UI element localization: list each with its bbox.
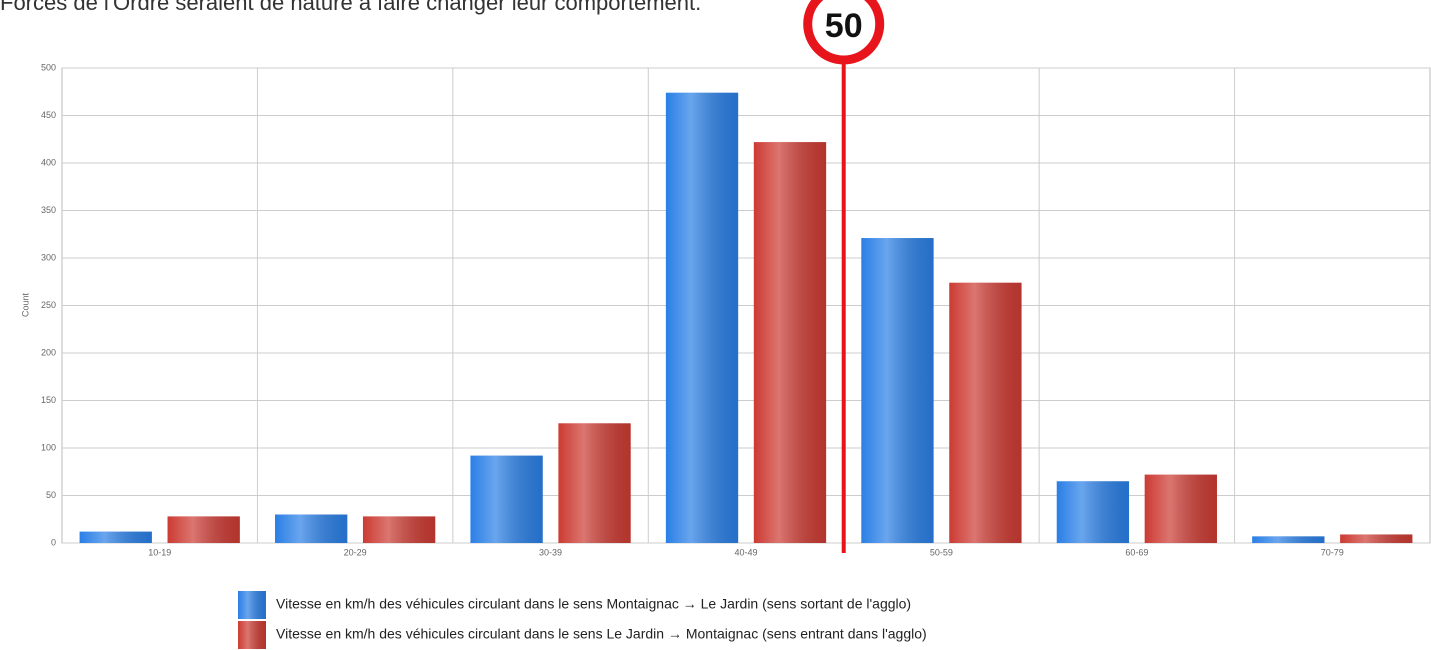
y-tick-label: 100 (41, 442, 56, 452)
y-tick-label: 200 (41, 347, 56, 357)
bar-shine (665, 92, 739, 543)
bar-shine (558, 423, 631, 543)
legend-label: Vitesse en km/h des véhicules circulant … (276, 596, 911, 612)
x-tick-label: 50-59 (930, 547, 953, 557)
bar-shine (1144, 474, 1217, 543)
y-axis-label: Count (20, 293, 30, 318)
y-tick-label: 300 (41, 252, 56, 262)
y-tick-label: 0 (51, 537, 56, 547)
bar-shine (275, 514, 348, 543)
bar-shine (753, 142, 827, 543)
y-tick-label: 450 (41, 110, 56, 120)
bar-shine (949, 282, 1022, 543)
bar-shine (470, 455, 543, 543)
caption: Forces de l'Ordre seraient de nature à f… (0, 0, 701, 15)
bar-shine (1056, 481, 1130, 543)
legend-swatch-shine (238, 621, 266, 649)
bar-shine (1340, 534, 1413, 543)
bar-shine (79, 531, 152, 543)
limit-sign-label: 50 (825, 7, 863, 45)
x-tick-label: 60-69 (1125, 547, 1148, 557)
x-tick-label: 70-79 (1321, 547, 1344, 557)
y-tick-label: 400 (41, 157, 56, 167)
bar-shine (861, 238, 934, 544)
limit-sign (803, 0, 885, 65)
y-tick-label: 250 (41, 300, 56, 310)
y-tick-label: 50 (46, 490, 56, 500)
x-tick-label: 20-29 (344, 547, 367, 557)
y-tick-label: 350 (41, 205, 56, 215)
y-tick-label: 500 (41, 62, 56, 72)
x-tick-label: 10-19 (148, 547, 171, 557)
bar-shine (1252, 536, 1325, 543)
legend-label: Vitesse en km/h des véhicules circulant … (276, 626, 927, 642)
x-tick-label: 30-39 (539, 547, 562, 557)
bar-shine (167, 516, 240, 543)
y-tick-label: 150 (41, 395, 56, 405)
legend-swatch-shine (238, 591, 266, 619)
bar-shine (362, 516, 436, 543)
x-tick-label: 40-49 (734, 547, 757, 557)
